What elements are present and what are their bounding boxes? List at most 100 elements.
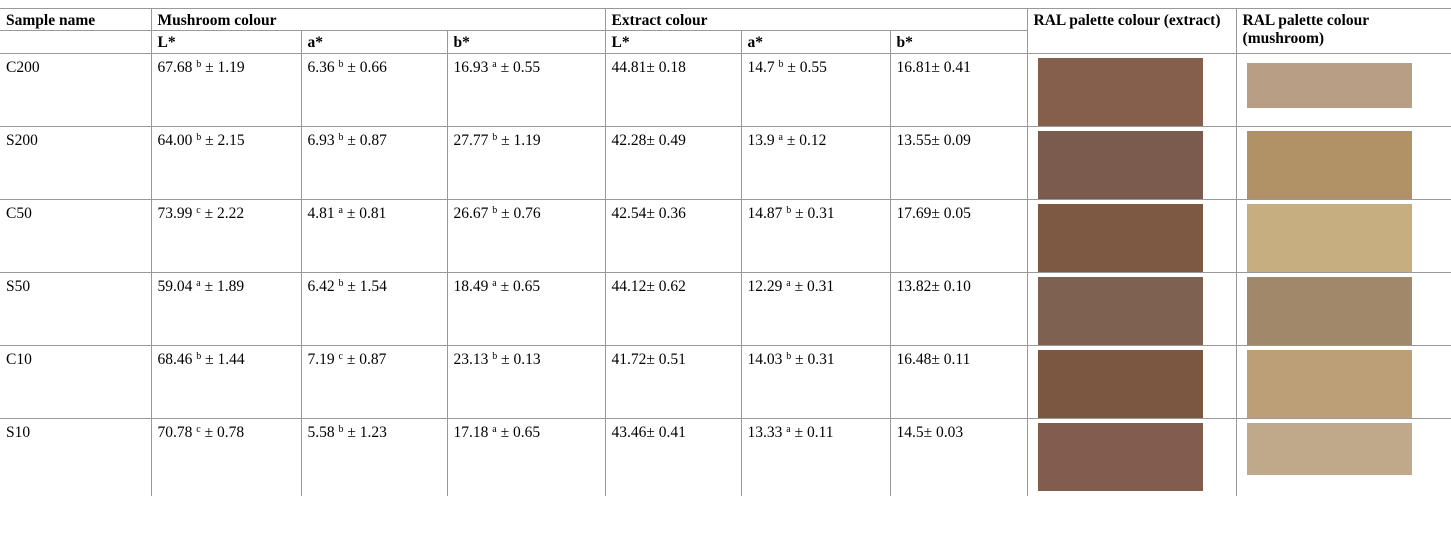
mushroom-b-cell-sd: ± 0.65 [500,424,541,441]
mushroom-b-cell-letter: a [492,59,497,70]
mushroom-L-cell-letter: b [196,59,202,70]
extract-a-cell-letter: b [786,351,792,362]
mushroom-a-cell: 7.19 c ± 0.87 [300,345,447,419]
mushroom-b-cell: 16.93 a ± 0.55 [446,53,606,127]
mushroom-colour-swatch-cell [1235,345,1451,419]
extract-a-cell-value: 13.33 [747,424,783,441]
extract-b-cell: 13.82± 0.10 [889,272,1028,346]
extract-a-cell-value: 14.7 [747,59,775,76]
mushroom-b-cell-letter: b [492,132,498,143]
extract-a-cell-sd: ± 0.12 [786,132,827,149]
sample-name-cell: S200 [0,126,151,200]
header-mushroom-L: L* [150,30,301,54]
header-ral-mushroom: RAL palette colour (mushroom) [1235,8,1451,54]
mushroom-b-cell-letter: a [492,278,497,289]
mushroom-b-cell: 23.13 b ± 0.13 [446,345,606,419]
mushroom-b-cell-sd: ± 0.13 [501,351,541,368]
mushroom-a-cell-value: 6.93 [307,132,335,149]
extract-a-cell-value: 12.29 [747,278,783,295]
mushroom-colour-swatch [1246,131,1412,199]
extract-colour-swatch-cell [1026,345,1237,419]
sample-name-cell: C50 [0,199,151,273]
mushroom-b-cell-value: 27.77 [453,132,489,149]
extract-a-cell: 14.87 b ± 0.31 [740,199,891,273]
mushroom-colour-swatch [1246,63,1412,108]
mushroom-L-cell-value: 67.68 [157,59,193,76]
mushroom-b-cell-value: 16.93 [453,59,489,76]
colour-data-table: Sample name Mushroom colour Extract colo… [0,8,1451,496]
extract-a-cell: 12.29 a ± 0.31 [740,272,891,346]
header-extract-a: a* [740,30,891,54]
extract-a-cell-letter: b [778,59,784,70]
extract-b-cell: 16.48± 0.11 [889,345,1028,419]
extract-L-cell: 44.12± 0.62 [604,272,742,346]
mushroom-L-cell-value: 73.99 [157,205,193,222]
extract-L-cell: 41.72± 0.51 [604,345,742,419]
header-ral-extract: RAL palette colour (extract) [1026,8,1237,54]
mushroom-a-cell-sd: ± 0.87 [346,351,387,368]
mushroom-a-cell: 4.81 a ± 0.81 [300,199,447,273]
mushroom-a-cell-sd: ± 0.81 [346,205,387,222]
mushroom-colour-swatch [1246,423,1412,475]
extract-colour-swatch [1037,423,1203,491]
extract-a-cell-sd: ± 0.55 [787,59,827,76]
extract-b-cell: 13.55± 0.09 [889,126,1028,200]
mushroom-L-cell-letter: b [196,351,202,362]
mushroom-L-cell-letter: c [196,424,201,435]
extract-colour-swatch [1037,131,1203,199]
mushroom-colour-swatch-cell [1235,126,1451,200]
extract-a-cell-letter: a [786,278,791,289]
mushroom-a-cell: 6.42 b ± 1.54 [300,272,447,346]
sample-name-cell: C200 [0,53,151,127]
extract-a-cell-sd: ± 0.31 [795,351,835,368]
mushroom-b-cell-value: 18.49 [453,278,489,295]
mushroom-colour-swatch [1246,277,1412,345]
mushroom-L-cell-sd: ± 0.78 [204,424,245,441]
extract-colour-swatch-cell [1026,199,1237,273]
mushroom-b-cell-value: 23.13 [453,351,489,368]
mushroom-L-cell: 73.99 c ± 2.22 [150,199,301,273]
mushroom-a-cell-value: 6.36 [307,59,335,76]
mushroom-L-cell: 70.78 c ± 0.78 [150,418,301,496]
table-row: C50 73.99 c ± 2.22 4.81 a ± 0.81 26.67 b ± … [0,199,1451,273]
extract-a-cell: 14.7 b ± 0.55 [740,53,891,127]
mushroom-a-cell-sd: ± 1.23 [347,424,387,441]
extract-a-cell: 14.03 b ± 0.31 [740,345,891,419]
table-row: S200 64.00 b ± 2.15 6.93 b ± 0.87 27.77 b ±… [0,126,1451,200]
extract-a-cell: 13.33 a ± 0.11 [740,418,891,496]
mushroom-L-cell-letter: a [196,278,201,289]
table-body: C200 67.68 b ± 1.19 6.36 b ± 0.66 16.93 a ±… [0,53,1451,496]
mushroom-a-cell-value: 5.58 [307,424,335,441]
extract-a-cell-value: 14.03 [747,351,783,368]
mushroom-L-cell-sd: ± 2.22 [204,205,245,222]
mushroom-a-cell: 5.58 b ± 1.23 [300,418,447,496]
header-extract-L: L* [604,30,742,54]
extract-a-cell: 13.9 a ± 0.12 [740,126,891,200]
mushroom-b-cell-letter: a [492,424,497,435]
header-mushroom-colour: Mushroom colour [150,8,606,31]
mushroom-colour-swatch-cell [1235,272,1451,346]
extract-colour-swatch-cell [1026,126,1237,200]
mushroom-a-cell-letter: b [338,278,344,289]
extract-colour-swatch [1037,58,1203,126]
extract-L-cell: 42.54± 0.36 [604,199,742,273]
mushroom-a-cell-value: 7.19 [307,351,335,368]
mushroom-b-cell: 26.67 b ± 0.76 [446,199,606,273]
mushroom-a-cell-sd: ± 1.54 [347,278,387,295]
mushroom-L-cell-value: 68.46 [157,351,193,368]
sample-name-cell: S50 [0,272,151,346]
header-sample-name-blank [0,30,151,54]
extract-colour-swatch [1037,204,1203,272]
mushroom-b-cell: 27.77 b ± 1.19 [446,126,606,200]
mushroom-a-cell-letter: a [338,205,343,216]
header-extract-colour: Extract colour [604,8,1028,31]
mushroom-b-cell-sd: ± 0.55 [500,59,541,76]
mushroom-a-cell: 6.93 b ± 0.87 [300,126,447,200]
mushroom-b-cell-sd: ± 1.19 [501,132,541,149]
mushroom-L-cell-sd: ± 2.15 [205,132,245,149]
extract-a-cell-value: 14.87 [747,205,783,222]
mushroom-colour-swatch-cell [1235,418,1451,496]
mushroom-a-cell-letter: b [338,132,344,143]
mushroom-a-cell-letter: b [338,59,344,70]
mushroom-L-cell-value: 59.04 [157,278,193,295]
